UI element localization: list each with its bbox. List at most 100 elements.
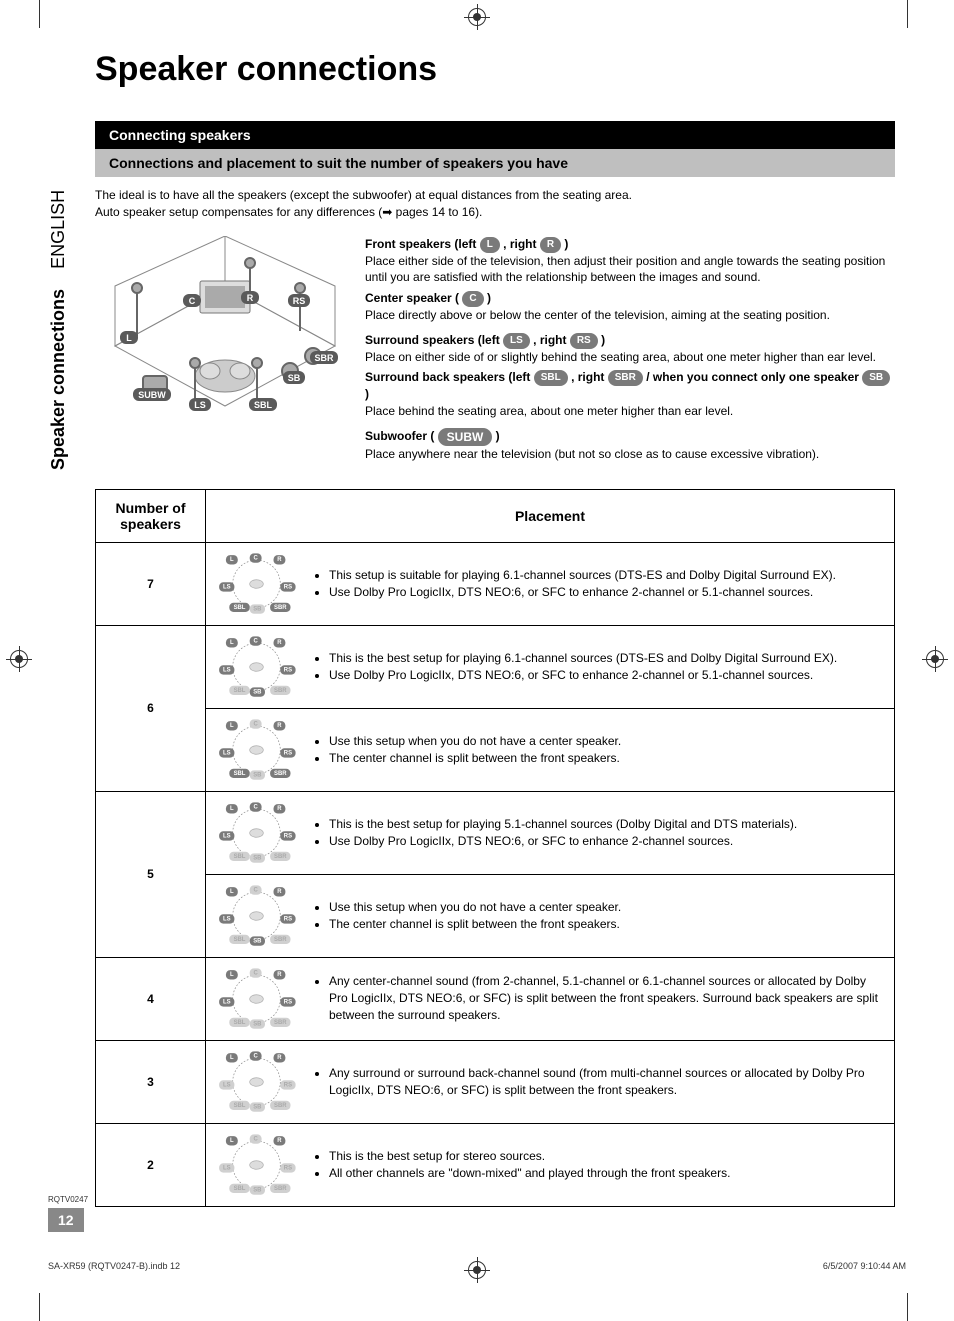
placement-bullet: This is the best setup for playing 6.1-c… <box>329 650 837 667</box>
svg-text:L: L <box>230 1055 234 1061</box>
placement-bullet: Any center-channel sound (from 2-channel… <box>329 973 886 1023</box>
svg-text:SBL: SBL <box>234 1019 246 1025</box>
svg-text:LS: LS <box>194 400 206 410</box>
svg-text:SBR: SBR <box>274 604 287 610</box>
table-cell-placement: LCRLSRSSBLSBSBRAny center-channel sound … <box>206 957 895 1040</box>
svg-text:LS: LS <box>223 999 231 1005</box>
table-header-num: Number of speakers <box>96 489 206 542</box>
pill-SBR: SBR <box>608 370 643 386</box>
svg-text:C: C <box>254 1136 259 1142</box>
placement-text: This is the best setup for playing 5.1-c… <box>311 816 797 850</box>
registration-mark <box>468 8 486 26</box>
svg-text:SB: SB <box>253 1187 262 1193</box>
svg-text:C: C <box>254 638 259 644</box>
table-cell-num: 3 <box>96 1040 206 1123</box>
table-cell-placement: LCRLSRSSBLSBSBRUse this setup when you d… <box>206 708 895 791</box>
svg-text:R: R <box>277 806 282 812</box>
placement-text: This setup is suitable for playing 6.1-c… <box>311 567 836 601</box>
svg-text:R: R <box>277 557 282 563</box>
placement-bullet: Any surround or surround back-channel so… <box>329 1065 886 1099</box>
section-header-placement: Connections and placement to suit the nu… <box>95 149 895 177</box>
footer-model-code: RQTV0247 <box>48 1195 88 1204</box>
svg-text:R: R <box>277 1055 282 1061</box>
pill-SBL: SBL <box>534 370 568 386</box>
placement-bullet: Use this setup when you do not have a ce… <box>329 733 621 750</box>
footer-indb: SA-XR59 (RQTV0247-B).indb 12 <box>48 1261 180 1271</box>
crop-line <box>907 0 908 28</box>
page-number: 12 <box>48 1208 84 1232</box>
svg-text:C: C <box>254 1053 259 1059</box>
placement-table: Number of speakers Placement 7LCRLSRSSBL… <box>95 489 895 1207</box>
svg-text:LS: LS <box>223 584 231 590</box>
room-label-L: L <box>120 331 138 344</box>
svg-text:R: R <box>277 889 282 895</box>
svg-text:R: R <box>277 640 282 646</box>
svg-text:L: L <box>230 889 234 895</box>
placement-text: Use this setup when you do not have a ce… <box>311 899 621 933</box>
table-cell-placement: LCRLSRSSBLSBSBRThis is the best setup fo… <box>206 625 895 708</box>
svg-text:R: R <box>277 1138 282 1144</box>
registration-mark <box>926 650 944 668</box>
svg-text:SUBW: SUBW <box>138 390 166 400</box>
svg-text:L: L <box>126 333 132 343</box>
table-cell-placement: LCRLSRSSBLSBSBRThis is the best setup fo… <box>206 791 895 874</box>
svg-text:LS: LS <box>223 667 231 673</box>
placement-bullet: This is the best setup for stereo source… <box>329 1148 730 1165</box>
table-cell-placement: LCRLSRSSBLSBSBRAny surround or surround … <box>206 1040 895 1123</box>
crop-line <box>39 1293 40 1321</box>
svg-text:LS: LS <box>223 750 231 756</box>
svg-text:SBR: SBR <box>274 770 287 776</box>
placement-bullet: Use this setup when you do not have a ce… <box>329 899 621 916</box>
section-header-connecting: Connecting speakers <box>95 121 895 149</box>
svg-text:SB: SB <box>253 855 262 861</box>
svg-text:SBL: SBL <box>234 604 246 610</box>
svg-text:SBL: SBL <box>234 1185 246 1191</box>
svg-text:SBR: SBR <box>274 1019 287 1025</box>
pill-SB: SB <box>862 370 890 386</box>
svg-text:SB: SB <box>253 1104 262 1110</box>
footer-timestamp: 6/5/2007 9:10:44 AM <box>823 1261 906 1271</box>
svg-text:SBR: SBR <box>314 353 334 363</box>
side-tab-language: ENGLISH <box>48 190 69 269</box>
svg-text:C: C <box>189 296 196 306</box>
surround-back-body: Place behind the seating area, about one… <box>365 404 733 418</box>
placement-text: This is the best setup for stereo source… <box>311 1148 730 1182</box>
svg-text:SBL: SBL <box>254 400 273 410</box>
table-cell-num: 7 <box>96 542 206 625</box>
svg-text:LS: LS <box>223 1165 231 1171</box>
placement-bullet: Use Dolby Pro LogicIIx, DTS NEO:6, or SF… <box>329 667 837 684</box>
registration-mark <box>10 650 28 668</box>
svg-text:RS: RS <box>284 584 292 590</box>
room-label-RS: RS <box>288 294 310 307</box>
svg-text:R: R <box>247 293 254 303</box>
side-tab-section: Speaker connections <box>48 289 69 470</box>
room-label-C: C <box>183 294 201 307</box>
svg-text:SBL: SBL <box>234 936 246 942</box>
svg-text:SB: SB <box>253 938 262 944</box>
table-cell-num: 5 <box>96 791 206 957</box>
subwoofer-label: Subwoofer ( SUBW ) <box>365 429 500 443</box>
subwoofer-body: Place anywhere near the television (but … <box>365 447 819 461</box>
svg-text:C: C <box>254 555 259 561</box>
pill-C: C <box>462 291 483 307</box>
room-label-SB: SB <box>283 371 305 384</box>
speaker-descriptions: Front speakers (left L , right R ) Place… <box>365 236 895 471</box>
placement-bullet: This is the best setup for playing 5.1-c… <box>329 816 797 833</box>
pill-LS: LS <box>503 333 530 349</box>
table-cell-placement: LCRLSRSSBLSBSBRThis setup is suitable fo… <box>206 542 895 625</box>
svg-text:RS: RS <box>293 296 306 306</box>
table-cell-num: 2 <box>96 1123 206 1206</box>
registration-mark <box>468 1261 486 1279</box>
svg-text:LS: LS <box>223 833 231 839</box>
svg-text:RS: RS <box>284 833 292 839</box>
center-label: Center speaker ( C ) <box>365 291 491 305</box>
placement-bullet: All other channels are "down-mixed" and … <box>329 1165 730 1182</box>
room-label-SUBW: SUBW <box>133 388 171 401</box>
placement-bullet: The center channel is split between the … <box>329 750 621 767</box>
svg-text:C: C <box>254 887 259 893</box>
mini-diagram: LCRLSRSSBLSBSBR <box>214 549 299 619</box>
front-body: Place either side of the television, the… <box>365 254 885 285</box>
placement-bullet: The center channel is split between the … <box>329 916 621 933</box>
mini-diagram: LCRLSRSSBLSBSBR <box>214 881 299 951</box>
svg-text:L: L <box>230 1138 234 1144</box>
